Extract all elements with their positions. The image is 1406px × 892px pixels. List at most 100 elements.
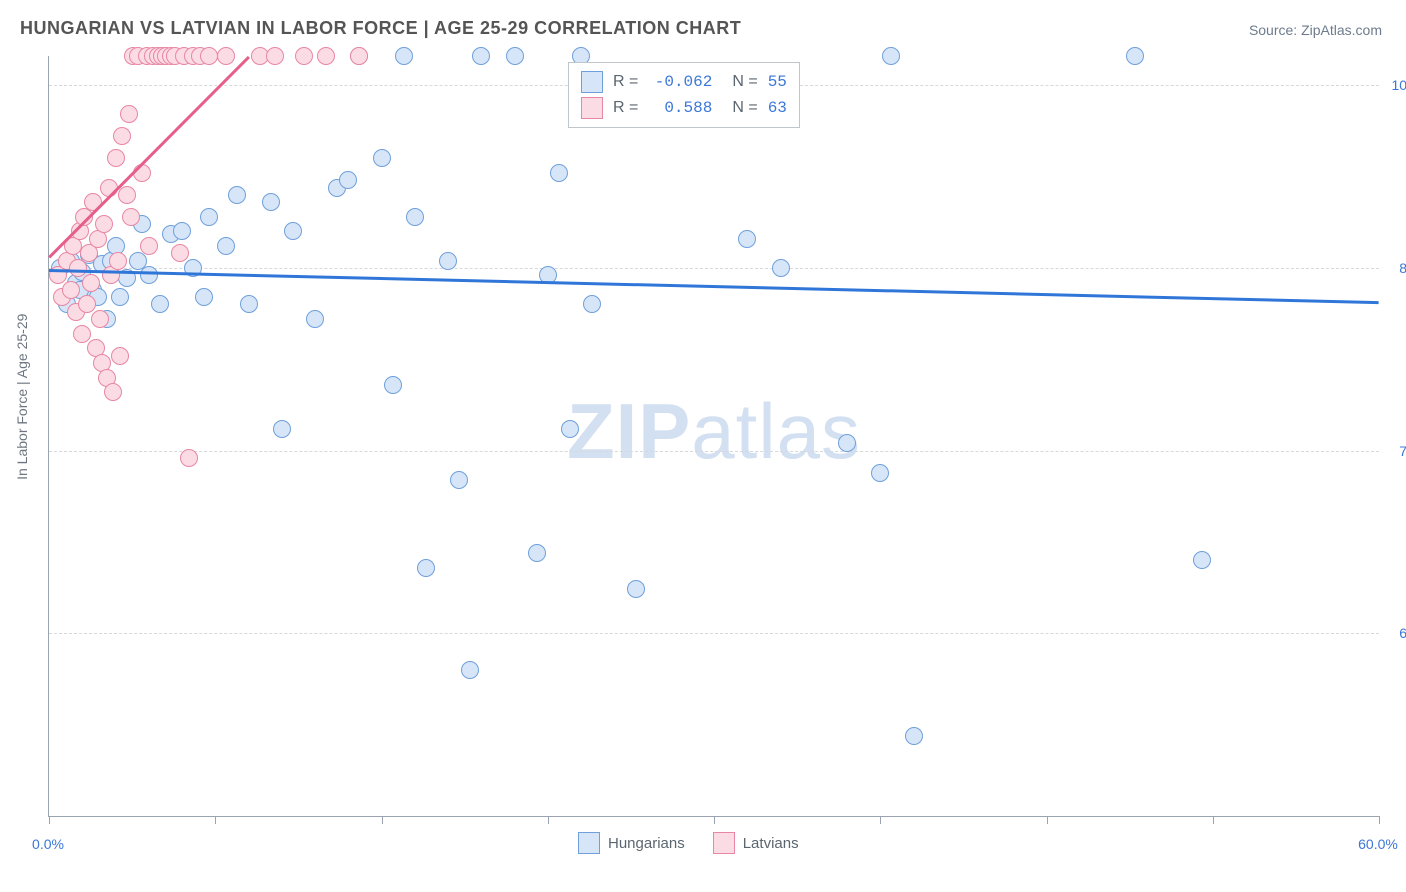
data-point bbox=[95, 215, 113, 233]
data-point bbox=[461, 661, 479, 679]
data-point bbox=[200, 47, 218, 65]
legend-r-value: -0.062 bbox=[648, 73, 712, 91]
data-point bbox=[528, 544, 546, 562]
x-max-label: 60.0% bbox=[1358, 836, 1398, 852]
data-point bbox=[82, 274, 100, 292]
legend-r-label: R = bbox=[613, 73, 638, 91]
data-point bbox=[195, 288, 213, 306]
legend-swatch bbox=[713, 832, 735, 854]
data-point bbox=[450, 471, 468, 489]
legend-label: Hungarians bbox=[608, 835, 685, 852]
data-point bbox=[439, 252, 457, 270]
legend-label: Latvians bbox=[743, 835, 799, 852]
data-point bbox=[151, 295, 169, 313]
x-tick bbox=[714, 816, 715, 824]
legend-swatch bbox=[578, 832, 600, 854]
data-point bbox=[882, 47, 900, 65]
data-point bbox=[78, 295, 96, 313]
data-point bbox=[62, 281, 80, 299]
y-tick-label: 75.0% bbox=[1399, 443, 1406, 459]
data-point bbox=[395, 47, 413, 65]
data-point bbox=[406, 208, 424, 226]
data-point bbox=[273, 420, 291, 438]
series-legend: Hungarians Latvians bbox=[578, 832, 799, 854]
data-point bbox=[339, 171, 357, 189]
y-tick-label: 62.5% bbox=[1399, 625, 1406, 641]
data-point bbox=[561, 420, 579, 438]
data-point bbox=[266, 47, 284, 65]
legend-n-value: 63 bbox=[768, 99, 787, 117]
x-min-label: 0.0% bbox=[32, 836, 64, 852]
data-point bbox=[118, 186, 136, 204]
correlation-legend: R = -0.062 N = 55 R = 0.588 N = 63 bbox=[568, 62, 800, 128]
data-point bbox=[838, 434, 856, 452]
y-axis-title: In Labor Force | Age 25-29 bbox=[14, 314, 30, 480]
data-point bbox=[306, 310, 324, 328]
data-point bbox=[317, 47, 335, 65]
x-tick bbox=[215, 816, 216, 824]
data-point bbox=[84, 193, 102, 211]
data-point bbox=[73, 325, 91, 343]
data-point bbox=[350, 47, 368, 65]
data-point bbox=[284, 222, 302, 240]
x-tick bbox=[548, 816, 549, 824]
legend-r-label: R = bbox=[613, 99, 638, 117]
data-point bbox=[472, 47, 490, 65]
x-tick bbox=[880, 816, 881, 824]
data-point bbox=[104, 383, 122, 401]
data-point bbox=[120, 105, 138, 123]
data-point bbox=[627, 580, 645, 598]
data-point bbox=[200, 208, 218, 226]
data-point bbox=[113, 127, 131, 145]
data-point bbox=[1193, 551, 1211, 569]
data-point bbox=[417, 559, 435, 577]
data-point bbox=[583, 295, 601, 313]
data-point bbox=[180, 449, 198, 467]
gridline bbox=[49, 268, 1379, 269]
chart-title: HUNGARIAN VS LATVIAN IN LABOR FORCE | AG… bbox=[20, 18, 741, 39]
legend-item: Hungarians bbox=[578, 832, 685, 854]
legend-row: R = -0.062 N = 55 bbox=[581, 69, 787, 95]
data-point bbox=[228, 186, 246, 204]
data-point bbox=[109, 252, 127, 270]
y-tick-label: 87.5% bbox=[1399, 260, 1406, 276]
x-tick bbox=[49, 816, 50, 824]
legend-swatch bbox=[581, 97, 603, 119]
data-point bbox=[171, 244, 189, 262]
data-point bbox=[173, 222, 191, 240]
data-point bbox=[772, 259, 790, 277]
scatter-plot-area: ZIPatlas 62.5%75.0%87.5%100.0% bbox=[48, 56, 1379, 817]
legend-swatch bbox=[581, 71, 603, 93]
x-tick bbox=[382, 816, 383, 824]
data-point bbox=[871, 464, 889, 482]
gridline bbox=[49, 633, 1379, 634]
x-tick bbox=[1213, 816, 1214, 824]
legend-row: R = 0.588 N = 63 bbox=[581, 95, 787, 121]
data-point bbox=[111, 288, 129, 306]
source-attribution: Source: ZipAtlas.com bbox=[1249, 22, 1382, 38]
data-point bbox=[1126, 47, 1144, 65]
data-point bbox=[217, 47, 235, 65]
legend-n-label: N = bbox=[732, 99, 757, 117]
data-point bbox=[373, 149, 391, 167]
data-point bbox=[550, 164, 568, 182]
data-point bbox=[122, 208, 140, 226]
data-point bbox=[107, 149, 125, 167]
data-point bbox=[111, 347, 129, 365]
data-point bbox=[91, 310, 109, 328]
gridline bbox=[49, 451, 1379, 452]
data-point bbox=[506, 47, 524, 65]
data-point bbox=[217, 237, 235, 255]
legend-item: Latvians bbox=[713, 832, 799, 854]
data-point bbox=[905, 727, 923, 745]
x-tick bbox=[1379, 816, 1380, 824]
data-point bbox=[384, 376, 402, 394]
data-point bbox=[295, 47, 313, 65]
x-tick bbox=[1047, 816, 1048, 824]
data-point bbox=[140, 266, 158, 284]
legend-n-value: 55 bbox=[768, 73, 787, 91]
data-point bbox=[240, 295, 258, 313]
legend-r-value: 0.588 bbox=[648, 99, 712, 117]
y-tick-label: 100.0% bbox=[1392, 77, 1406, 93]
legend-n-label: N = bbox=[732, 73, 757, 91]
